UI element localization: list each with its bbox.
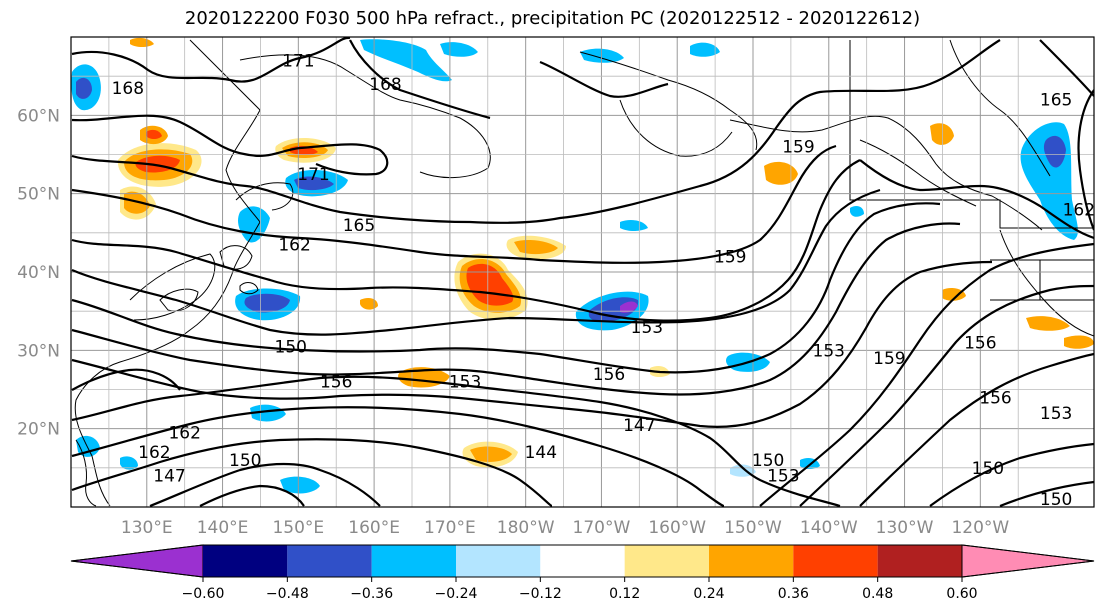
colorbar-segment	[793, 545, 878, 577]
colorbar-tick-label: 0.24	[693, 586, 724, 601]
contour-label: 171	[282, 52, 314, 72]
contour-label: 156	[979, 388, 1011, 408]
contour-label: 162	[1063, 200, 1095, 220]
contour-label: 162	[168, 424, 200, 444]
contour-label: 165	[343, 216, 375, 236]
y-tick-label: 40°N	[17, 263, 60, 283]
colorbar-segment	[287, 545, 372, 577]
contour-label: 150	[1040, 490, 1072, 510]
contour-label: 153	[631, 318, 663, 338]
colorbar-tick-label: −0.24	[435, 586, 478, 601]
colorbar-segment	[371, 545, 456, 577]
colorbar-segment	[203, 545, 288, 577]
y-axis: 20°N 30°N 40°N 50°N 60°N	[17, 106, 60, 439]
contour-label: 153	[449, 373, 481, 393]
contour-label: 156	[320, 373, 352, 393]
x-tick-label: 140°W	[800, 518, 858, 538]
x-tick-label: 170°W	[573, 518, 631, 538]
contour-label: 153	[767, 467, 799, 487]
contour-label: 147	[623, 416, 655, 436]
contour-label: 150	[229, 451, 261, 471]
contour-label: 150	[752, 451, 784, 471]
y-tick-label: 50°N	[17, 185, 60, 205]
y-tick-label: 60°N	[17, 106, 60, 126]
contour-label: 153	[813, 341, 845, 361]
contour-label: 162	[278, 236, 310, 256]
colorbar-tick-label: 0.60	[946, 586, 977, 601]
colorbar-tick-label: 0.12	[609, 586, 640, 601]
x-tick-label: 160°E	[348, 518, 400, 538]
coastlines	[74, 39, 1094, 507]
contour-label: 171	[297, 165, 329, 185]
colorbar-segment	[540, 545, 625, 577]
colorbar-tick-label: −0.48	[266, 586, 309, 601]
colorbar-tick-label: −0.60	[182, 586, 225, 601]
contour-label: 156	[593, 365, 625, 385]
contour-label: 153	[1040, 404, 1072, 424]
contour-label: 162	[138, 443, 170, 463]
colorbar-segment	[709, 545, 794, 577]
contour-label: 159	[782, 138, 814, 158]
chart-title: 2020122200 F030 500 hPa refract., precip…	[184, 8, 921, 29]
plot-frame	[70, 36, 1095, 508]
colorbar-tick-label: −0.12	[519, 586, 562, 601]
x-axis: 130°E 140°E 150°E 160°E 170°E 180°W 170°W 160°W…	[121, 518, 1009, 538]
colorbar-segment	[70, 544, 204, 578]
y-tick-label: 30°N	[17, 341, 60, 361]
contour-label: 150	[275, 337, 307, 357]
contour-label: 156	[964, 334, 996, 354]
contour-label: 159	[714, 247, 746, 267]
contour-label: 168	[112, 79, 144, 99]
colorbar: −0.60 −0.48 −0.36 −0.24 −0.12 0.12 0.24 0.36 0.4…	[70, 544, 1095, 601]
x-tick-label: 180°W	[497, 518, 555, 538]
colorbar-tick-label: 0.36	[778, 586, 809, 601]
colorbar-segment	[877, 545, 962, 577]
x-tick-label: 170°E	[424, 518, 476, 538]
colorbar-segment	[456, 545, 541, 577]
y-tick-label: 20°N	[17, 420, 60, 440]
height-contours	[71, 37, 1094, 507]
x-tick-label: 130°E	[121, 518, 173, 538]
contour-label: 159	[873, 349, 905, 369]
contour-label: 165	[1040, 91, 1072, 111]
x-tick-label: 160°W	[648, 518, 706, 538]
colorbar-segment	[961, 544, 1095, 578]
x-tick-label: 120°W	[951, 518, 1009, 538]
colorbar-tick-label: 0.48	[862, 586, 893, 601]
colorbar-segment	[624, 545, 709, 577]
contour-label: 150	[972, 459, 1004, 479]
contour-label: 147	[153, 467, 185, 487]
x-tick-label: 140°E	[197, 518, 249, 538]
x-tick-label: 150°E	[272, 518, 324, 538]
contour-label: 144	[525, 443, 557, 463]
contour-label: 168	[369, 75, 401, 95]
gridlines	[71, 37, 1094, 507]
x-tick-label: 130°W	[876, 518, 934, 538]
colorbar-tick-label: −0.36	[350, 586, 393, 601]
x-tick-label: 150°W	[724, 518, 782, 538]
